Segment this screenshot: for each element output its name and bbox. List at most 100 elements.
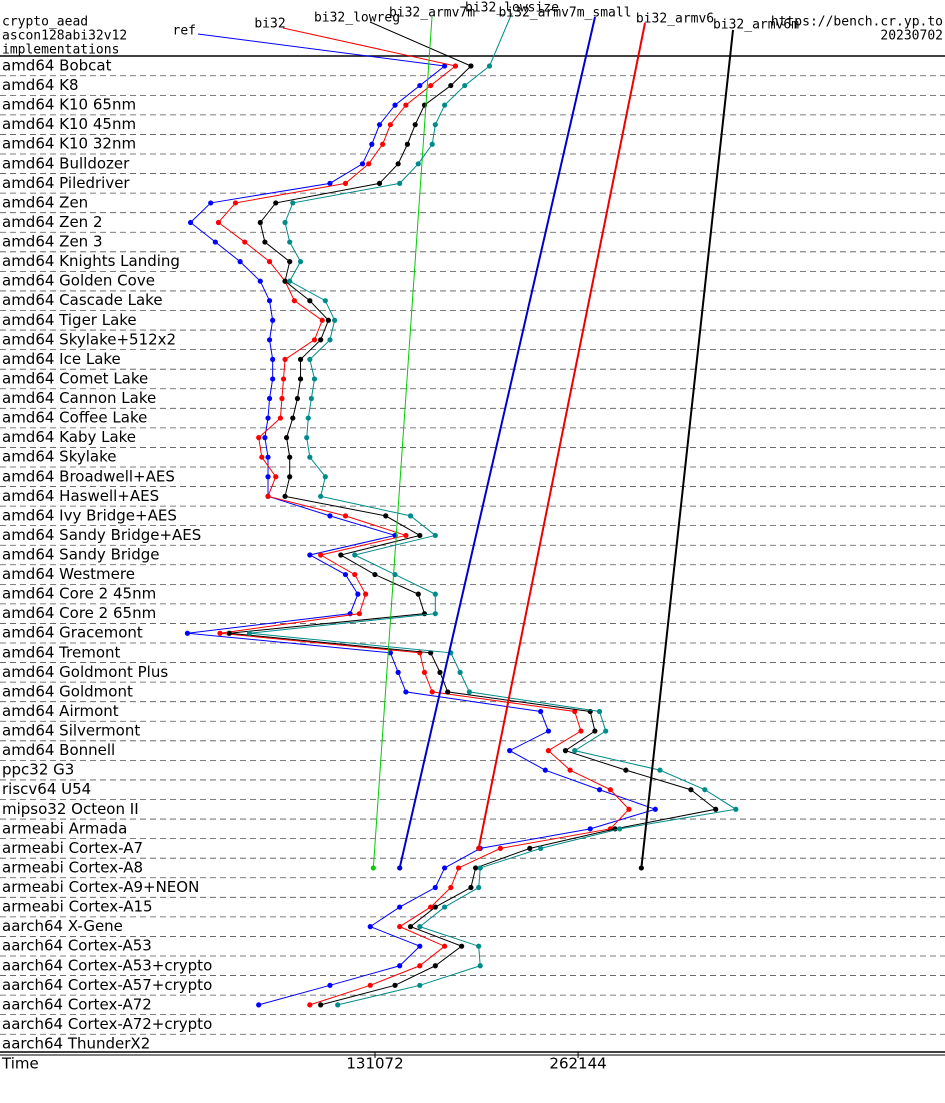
point [325,317,332,323]
point [257,278,263,284]
point [226,630,232,636]
point [297,259,304,265]
point [232,200,239,206]
point [297,356,304,362]
legend-label: bi32_lowreg [314,11,400,26]
point [282,356,288,362]
row-label: amd64 Golden Cove [2,272,155,290]
point [432,884,438,891]
point [387,122,393,128]
point [403,102,409,108]
point [417,532,423,539]
point [318,337,324,343]
point [472,865,479,871]
row-label: amd64 Ivy Bridge+AES [2,506,177,524]
point [545,728,552,734]
point [562,748,569,754]
point [542,767,548,773]
point [335,1002,341,1008]
point [338,552,344,558]
point [262,239,268,245]
point [417,924,423,930]
row-label: amd64 Bobcat [2,57,112,75]
point [429,141,435,147]
point [318,493,324,499]
point [713,806,719,812]
row-label: ppc32 G3 [2,761,74,779]
point [287,454,293,460]
point [437,669,443,675]
point [266,395,273,402]
row-label: amd64 K10 65nm [2,96,136,114]
point [607,787,613,793]
row-label: amd64 Goldmont Plus [2,663,168,681]
row-label: amd64 Knights Landing [2,252,180,270]
point [266,298,273,304]
row-label: amd64 Tremont [2,643,121,661]
point [273,200,279,206]
point [476,884,482,891]
point [448,884,454,891]
point [486,63,493,69]
point [442,943,448,949]
row-label: amd64 Comet Lake [2,369,148,387]
point [432,591,438,597]
point [397,963,403,969]
point [403,689,409,695]
row-label: amd64 Zen 3 [2,233,103,251]
point [429,689,435,695]
point [355,591,361,597]
point [497,845,503,852]
point [279,395,285,402]
point [283,435,290,441]
annotation: implementations [2,43,119,58]
point [287,259,293,265]
row-label: amd64 Broadwell+AES [2,467,175,485]
point [237,259,243,265]
legend-leader [197,33,445,67]
point [327,180,333,186]
point [417,82,423,89]
chart-title: crypto_aead [2,15,88,30]
legend-leader [640,29,734,869]
point [266,259,273,265]
row-label: armeabi Cortex-A15 [2,898,153,916]
row-label: amd64 Skylake+512x2 [2,330,176,348]
point [657,767,663,773]
point [702,787,708,793]
point [432,963,438,969]
row-label: armeabi Cortex-A9+NEON [2,878,199,896]
row-label: amd64 Tiger Lake [2,311,137,329]
point [266,337,273,343]
legend-leader [477,22,646,849]
point [265,493,271,499]
chart-subtitle: ascon128abi32v12 [2,29,127,44]
point [578,728,584,734]
legend-label: bi32_armv6 [636,12,714,27]
point [318,1002,324,1008]
row-label: amd64 Core 2 45nm [2,585,156,603]
legend-leader [398,16,596,869]
point [217,630,223,636]
point [376,180,383,186]
row-label: amd64 K10 45nm [2,115,136,133]
point [442,865,448,871]
row-label: amd64 Cannon Lake [2,389,156,407]
point [372,571,378,578]
row-label: aarch64 X-Gene [2,917,123,935]
row-label: amd64 Zen [2,193,88,211]
row-label: aarch64 Cortex-A53+crypto [2,956,212,974]
point [432,532,438,539]
point [290,415,296,421]
point [421,669,428,675]
point [359,161,366,167]
point [733,806,739,812]
point [476,845,482,852]
point [319,317,325,323]
point [538,845,544,852]
point [352,552,358,558]
row-label: amd64 Core 2 65nm [2,604,156,622]
point [392,982,398,988]
row-label: aarch64 Cortex-A72+crypto [2,1015,212,1033]
legend-label: bi32_armv7m [389,6,475,21]
